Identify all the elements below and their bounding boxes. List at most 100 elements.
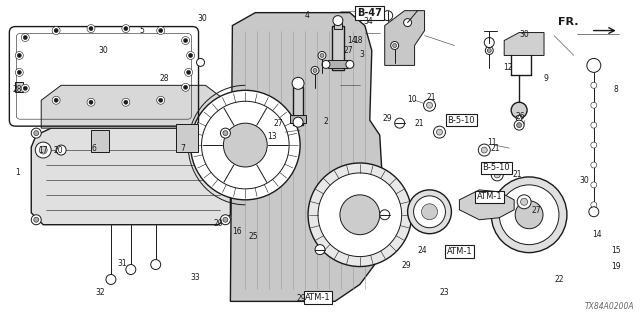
Circle shape bbox=[220, 215, 230, 225]
Circle shape bbox=[54, 28, 58, 33]
Circle shape bbox=[34, 217, 39, 222]
Circle shape bbox=[35, 142, 51, 158]
Circle shape bbox=[492, 169, 503, 181]
Circle shape bbox=[516, 115, 522, 121]
Circle shape bbox=[333, 16, 343, 26]
Circle shape bbox=[52, 96, 60, 104]
Circle shape bbox=[151, 260, 161, 269]
Circle shape bbox=[223, 217, 228, 222]
Bar bbox=[332, 26, 344, 70]
Circle shape bbox=[322, 60, 330, 68]
Circle shape bbox=[106, 275, 116, 284]
Circle shape bbox=[124, 27, 128, 31]
Polygon shape bbox=[31, 128, 230, 225]
Circle shape bbox=[184, 85, 188, 89]
Circle shape bbox=[87, 98, 95, 106]
Bar bbox=[328, 60, 348, 68]
Circle shape bbox=[591, 162, 596, 168]
Text: B-5-10: B-5-10 bbox=[447, 116, 475, 125]
Circle shape bbox=[159, 28, 163, 33]
Circle shape bbox=[52, 27, 60, 35]
Circle shape bbox=[514, 120, 524, 130]
Circle shape bbox=[320, 53, 324, 58]
Circle shape bbox=[484, 37, 494, 47]
Circle shape bbox=[34, 131, 39, 136]
Circle shape bbox=[511, 102, 527, 118]
Circle shape bbox=[433, 126, 445, 138]
Text: 23: 23 bbox=[440, 288, 449, 297]
Text: 15: 15 bbox=[611, 246, 621, 255]
Circle shape bbox=[520, 198, 527, 205]
Circle shape bbox=[89, 27, 93, 31]
Circle shape bbox=[184, 38, 188, 43]
Text: 13: 13 bbox=[268, 132, 277, 140]
Circle shape bbox=[478, 144, 490, 156]
Text: 14: 14 bbox=[593, 230, 602, 239]
Text: 12: 12 bbox=[503, 63, 513, 72]
Circle shape bbox=[413, 196, 445, 228]
Circle shape bbox=[422, 204, 438, 220]
Text: 6: 6 bbox=[92, 144, 96, 153]
Text: 27: 27 bbox=[274, 119, 284, 128]
Circle shape bbox=[182, 83, 189, 91]
Circle shape bbox=[313, 68, 317, 72]
Circle shape bbox=[21, 84, 29, 92]
Circle shape bbox=[315, 244, 325, 255]
Polygon shape bbox=[460, 190, 514, 220]
Circle shape bbox=[487, 49, 492, 52]
Circle shape bbox=[591, 102, 596, 108]
Text: 21: 21 bbox=[490, 144, 500, 153]
Circle shape bbox=[383, 11, 393, 20]
Circle shape bbox=[395, 118, 404, 128]
Text: 3: 3 bbox=[359, 50, 364, 59]
Circle shape bbox=[426, 102, 433, 108]
Text: 7: 7 bbox=[180, 144, 186, 153]
Circle shape bbox=[89, 100, 93, 104]
Circle shape bbox=[390, 42, 399, 50]
Circle shape bbox=[124, 100, 128, 104]
Bar bbox=[15, 82, 23, 92]
Text: 5: 5 bbox=[139, 27, 144, 36]
Circle shape bbox=[311, 67, 319, 74]
Circle shape bbox=[15, 68, 23, 76]
Text: 9: 9 bbox=[544, 74, 548, 83]
Circle shape bbox=[404, 19, 412, 27]
Circle shape bbox=[189, 53, 193, 58]
Circle shape bbox=[87, 25, 95, 33]
Polygon shape bbox=[504, 33, 544, 55]
Text: 4: 4 bbox=[305, 11, 310, 20]
Bar bbox=[290, 115, 306, 123]
Text: 30: 30 bbox=[580, 176, 589, 185]
Circle shape bbox=[340, 195, 380, 235]
Circle shape bbox=[494, 172, 500, 178]
Circle shape bbox=[408, 190, 451, 234]
Text: 21: 21 bbox=[427, 93, 436, 102]
Text: 1: 1 bbox=[15, 168, 20, 177]
Text: B-5-10: B-5-10 bbox=[483, 164, 510, 172]
Text: 24: 24 bbox=[417, 246, 427, 255]
Circle shape bbox=[492, 177, 567, 252]
Polygon shape bbox=[385, 11, 424, 65]
Circle shape bbox=[159, 98, 163, 102]
Circle shape bbox=[591, 82, 596, 88]
Circle shape bbox=[591, 142, 596, 148]
Circle shape bbox=[393, 44, 397, 47]
Text: 21: 21 bbox=[513, 170, 522, 179]
Text: 21: 21 bbox=[414, 119, 424, 128]
Text: 18: 18 bbox=[353, 36, 363, 45]
Text: 10: 10 bbox=[408, 95, 417, 104]
Circle shape bbox=[223, 131, 228, 136]
Bar bbox=[334, 19, 342, 28]
Circle shape bbox=[293, 117, 303, 127]
Circle shape bbox=[591, 202, 596, 208]
Circle shape bbox=[23, 36, 28, 40]
Circle shape bbox=[591, 182, 596, 188]
Circle shape bbox=[499, 185, 559, 244]
Text: 28: 28 bbox=[13, 85, 22, 94]
Circle shape bbox=[157, 27, 164, 35]
Text: 33: 33 bbox=[191, 273, 200, 282]
Circle shape bbox=[17, 70, 21, 74]
Circle shape bbox=[39, 146, 47, 154]
Circle shape bbox=[589, 207, 599, 217]
Text: 16: 16 bbox=[232, 227, 242, 236]
